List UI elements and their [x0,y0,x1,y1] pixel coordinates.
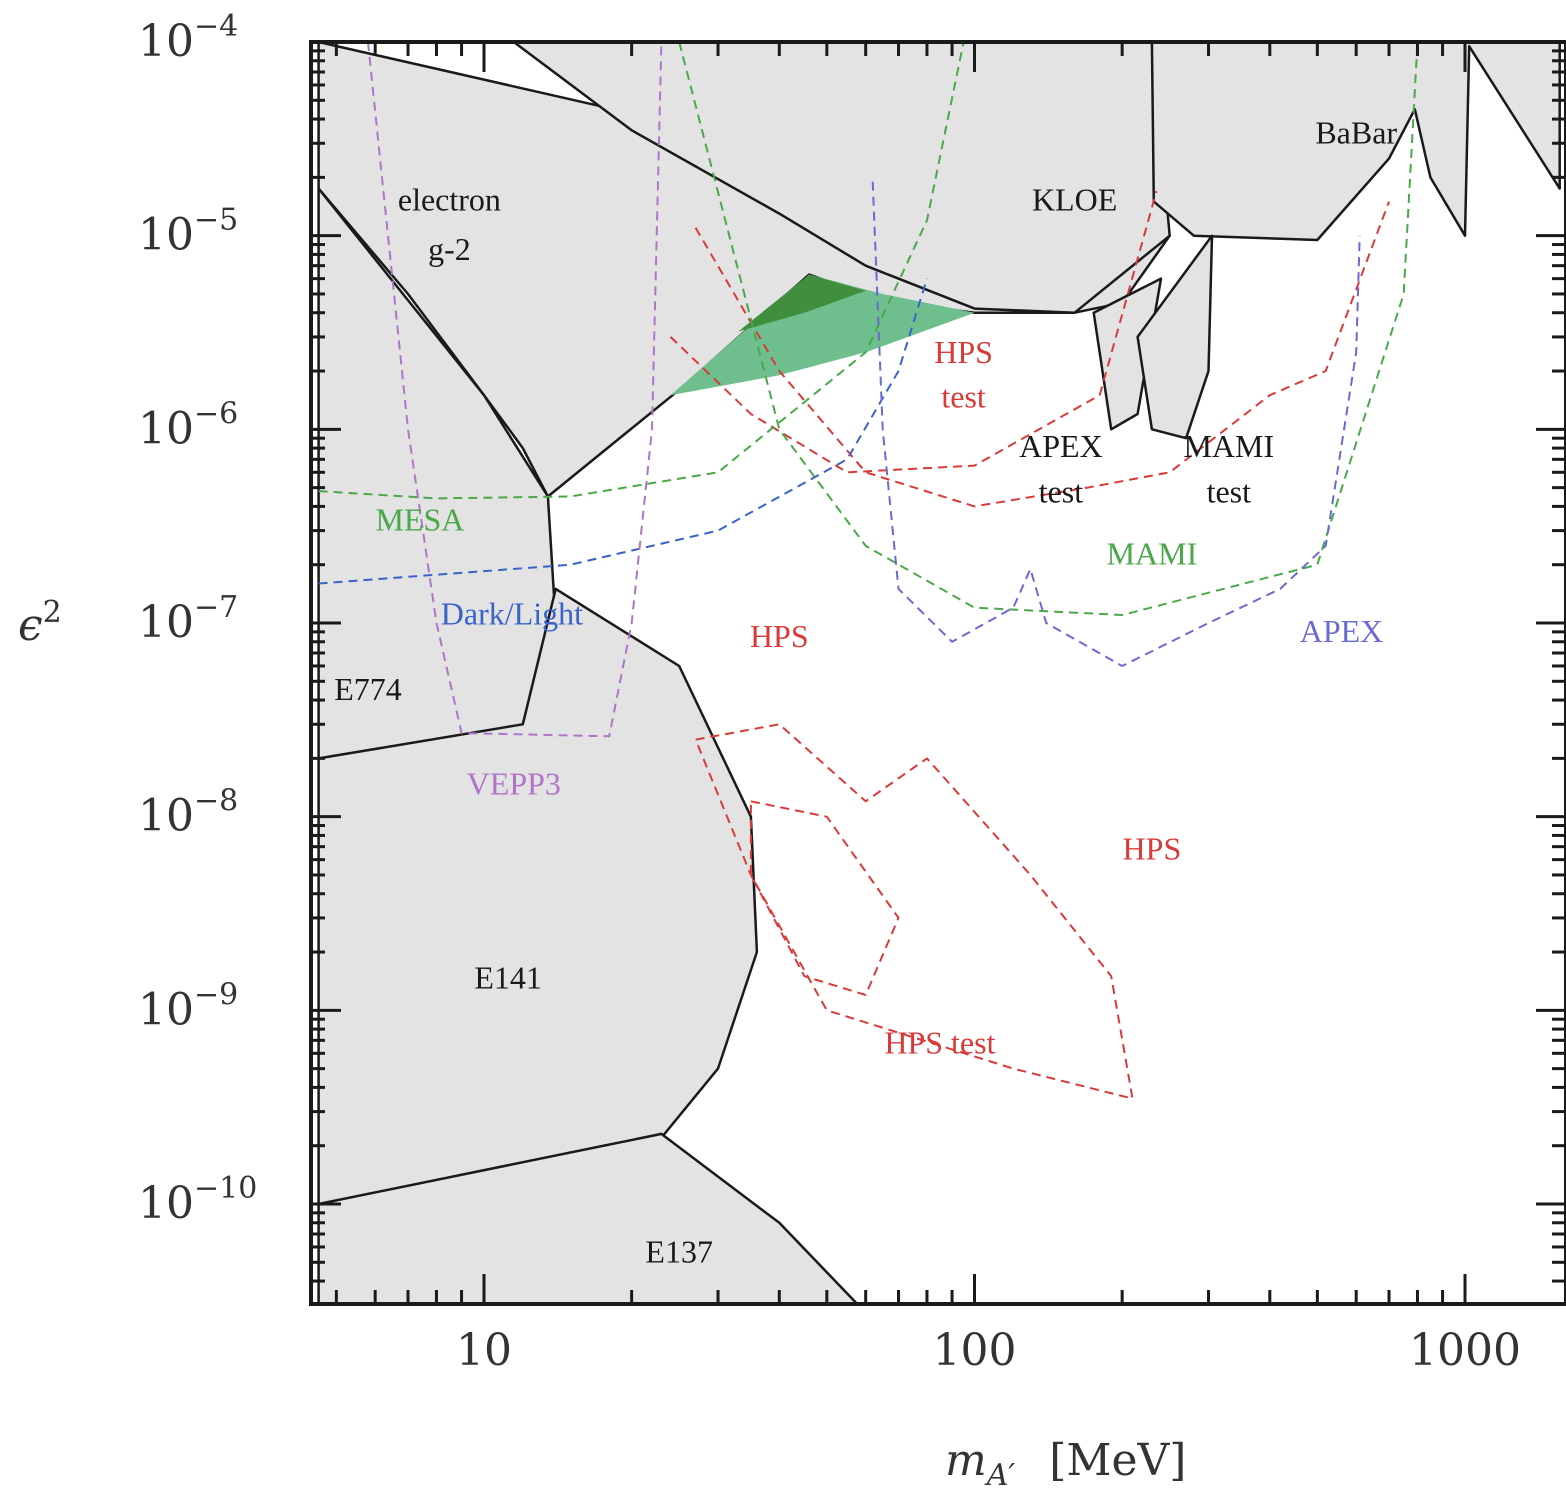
y-tick-label: 10−9 [138,977,238,1035]
curve-mami [678,42,1419,616]
excluded-region-mami-test [1136,234,1214,440]
y-tick-label: 10−4 [138,9,238,67]
region-label: HPS [1123,831,1182,867]
x-tick-labels: 10 100 1000 [456,1325,1521,1376]
region-label: HPS [934,334,993,370]
curve-mesa [318,42,965,500]
x-tick-label: 10 [456,1325,512,1376]
curve-hps-lower [694,723,1134,1100]
region-label: test [1207,473,1252,509]
y-tick-label: 10−6 [138,396,238,454]
excluded-region-babar [1150,42,1561,242]
axis-ticks [311,42,1566,1304]
green-band-dark [738,274,866,332]
region-label: E774 [334,671,402,707]
region-label: test [1039,473,1084,509]
y-tick-label: 10−5 [138,203,238,261]
region-label: E141 [474,959,542,995]
region-label: HPS [750,618,809,654]
y-tick-labels: 10−4 10−5 10−6 10−7 10−8 10−9 10−10 [138,9,257,1229]
curve-hps-test-lower [749,800,900,996]
region-label: APEX [1019,428,1103,464]
region-label: MAMI [1107,536,1198,572]
region-label: MAMI [1183,428,1274,464]
y-tick-label: 10−10 [138,1171,257,1229]
region-label: Dark/Light [441,596,583,632]
excluded-region-e137 [317,1132,859,1304]
green-band [670,274,975,396]
x-tick-label: 1000 [1409,1325,1521,1376]
curve-darklight [318,278,928,585]
region-label: E137 [645,1233,713,1269]
plot-frame [309,40,1566,1306]
region-label: test [941,378,986,414]
region-labels: electrong-2KLOEBaBarHPStestAPEXtestMAMIt… [334,114,1397,1269]
region-label: APEX [1300,613,1384,649]
y-tick-label: 10−7 [138,590,238,648]
region-label: g-2 [428,231,471,267]
curve-vepp3 [367,42,663,738]
x-tick-label: 100 [933,1325,1017,1376]
y-axis-title: ϵ2 [18,595,62,651]
region-label: HPS test [884,1024,995,1060]
x-axis-title: mA′ [MeV] [945,1435,1186,1493]
region-label: electron [398,181,501,217]
region-label: MESA [375,502,464,538]
region-label: KLOE [1032,181,1117,217]
curve-hps-test-upper [669,190,1158,474]
projection-curves [318,42,1419,1100]
curve-hps-upper [694,201,1390,508]
green-band-light [670,274,975,396]
region-label: BaBar [1315,114,1397,150]
curve-apex [871,181,1361,667]
region-label: VEPP3 [467,766,561,802]
excluded-region-apex-test [1092,277,1163,431]
y-tick-label: 10−8 [138,784,238,842]
excluded-regions [317,42,1561,1304]
